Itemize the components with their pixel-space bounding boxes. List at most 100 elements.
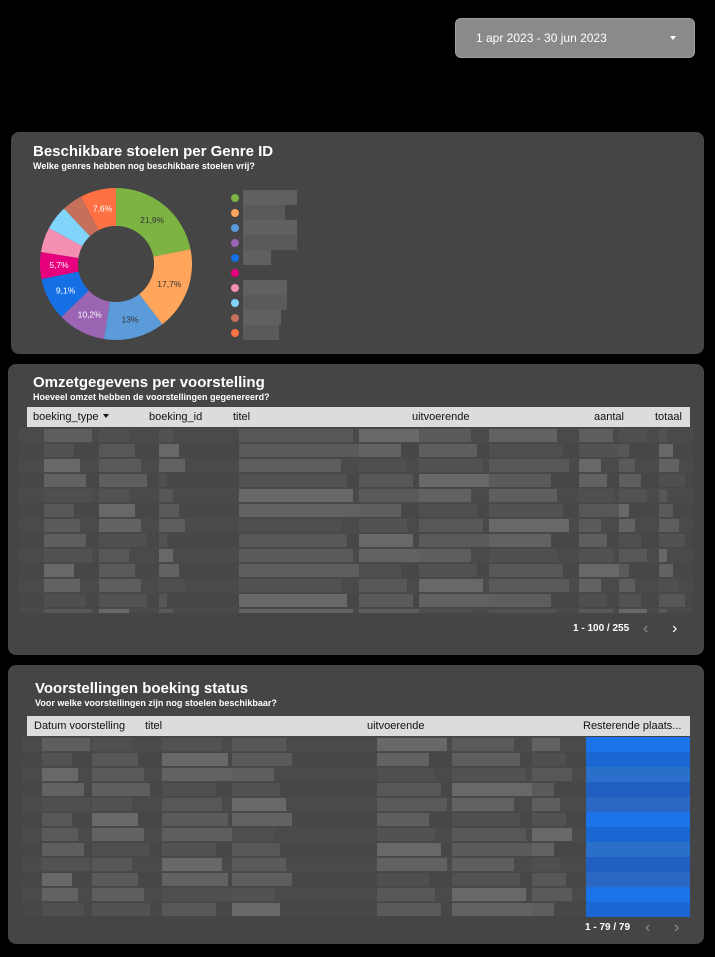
cell-redacted — [489, 594, 551, 607]
cell-redacted — [489, 549, 557, 562]
legend-item[interactable] — [231, 220, 311, 235]
donut-slice[interactable] — [61, 290, 110, 340]
cell-redacted — [532, 798, 560, 811]
cell-redacted — [159, 474, 167, 487]
column-header-titel[interactable]: titel — [233, 411, 251, 423]
cell-redacted — [419, 549, 471, 562]
table-row[interactable] — [22, 737, 690, 752]
table-row[interactable] — [22, 887, 690, 902]
column-header-boeking-type[interactable]: boeking_type — [33, 411, 110, 423]
table-row[interactable] — [22, 872, 690, 887]
cell-redacted — [99, 564, 135, 577]
chevron-left-icon[interactable]: ‹ — [645, 919, 651, 936]
cell-redacted — [619, 504, 629, 517]
cell-redacted — [489, 504, 563, 517]
table-row[interactable] — [22, 767, 690, 782]
legend-item[interactable] — [231, 295, 311, 310]
table-row[interactable] — [22, 902, 690, 917]
cell-redacted — [659, 594, 685, 607]
table-header: boeking_type boeking_id titel uitvoerend… — [27, 407, 690, 427]
cell-redacted — [239, 579, 341, 592]
chevron-right-icon[interactable]: › — [672, 620, 678, 637]
table-row[interactable] — [19, 488, 693, 503]
table-row[interactable] — [19, 428, 693, 443]
date-range-picker[interactable]: 1 apr 2023 - 30 jun 2023 — [455, 18, 695, 58]
table-row[interactable] — [22, 842, 690, 857]
table-row[interactable] — [19, 593, 693, 608]
table-row[interactable] — [19, 458, 693, 473]
legend-label-redacted — [243, 205, 285, 220]
cell-redacted — [377, 843, 441, 856]
column-header-aantal[interactable]: aantal — [594, 411, 624, 423]
cell-redacted — [159, 429, 173, 442]
table-row[interactable] — [19, 608, 693, 613]
cell-redacted — [162, 903, 216, 916]
legend-item[interactable] — [231, 310, 311, 325]
cell-redacted — [377, 828, 435, 841]
table-row[interactable] — [19, 578, 693, 593]
table-row[interactable] — [22, 812, 690, 827]
table-row[interactable] — [19, 473, 693, 488]
legend-item[interactable] — [231, 280, 311, 295]
cell-redacted — [162, 768, 234, 781]
donut-slice[interactable] — [40, 252, 79, 280]
cell-redacted — [659, 564, 673, 577]
table-row[interactable] — [22, 857, 690, 872]
column-header-datum-voorstelling[interactable]: Datum voorstelling — [34, 720, 126, 732]
column-header-titel[interactable]: titel — [145, 720, 163, 732]
table-row[interactable] — [19, 533, 693, 548]
cell-redacted — [619, 429, 647, 442]
cell-redacted — [659, 459, 679, 472]
cell-redacted — [99, 444, 135, 457]
genre-donut-chart[interactable]: 21,9% 17,7% 13% 10,2% 9,1% 5,7% 7,6% — [39, 184, 229, 354]
column-header-boeking-id[interactable]: boeking_id — [149, 411, 203, 423]
cell-redacted — [532, 768, 572, 781]
cell-redacted — [92, 813, 138, 826]
table-row[interactable] — [19, 443, 693, 458]
date-range-label: 1 apr 2023 - 30 jun 2023 — [476, 31, 607, 45]
remaining-seats-bar — [586, 767, 690, 782]
column-header-uitvoerende[interactable]: uitvoerende — [412, 411, 470, 423]
donut-slice[interactable] — [41, 271, 89, 317]
donut-slice[interactable] — [64, 196, 99, 237]
donut-slice[interactable] — [103, 294, 163, 340]
card-subtitle: Voor welke voorstellingen zijn nog stoel… — [35, 698, 277, 708]
column-header-resterende-plaatsen[interactable]: Resterende plaats... — [583, 720, 682, 732]
legend-item[interactable] — [231, 325, 311, 340]
legend-label-redacted — [243, 325, 279, 340]
cell-redacted — [239, 564, 359, 577]
cell-redacted — [92, 903, 150, 916]
chevron-left-icon[interactable]: ‹ — [643, 620, 649, 637]
legend-item[interactable] — [231, 235, 311, 250]
cell-redacted — [44, 474, 86, 487]
cell-redacted — [159, 459, 185, 472]
legend-item[interactable] — [231, 205, 311, 220]
table-header: Datum voorstelling titel uitvoerende Res… — [27, 716, 690, 736]
table-row[interactable] — [22, 782, 690, 797]
donut-slice[interactable] — [40, 228, 83, 259]
donut-slice[interactable] — [116, 188, 191, 257]
donut-slice[interactable] — [48, 208, 91, 247]
cell-redacted — [99, 609, 129, 613]
cell-redacted — [659, 579, 679, 592]
remaining-seats-bar — [586, 857, 690, 872]
legend-item[interactable] — [231, 265, 311, 280]
cell-redacted — [159, 444, 179, 457]
column-header-uitvoerende[interactable]: uitvoerende — [367, 720, 425, 732]
table-row[interactable] — [19, 563, 693, 578]
column-header-totaal[interactable]: totaal — [655, 411, 682, 423]
legend-item[interactable] — [231, 250, 311, 265]
cell-redacted — [92, 738, 132, 751]
table-row[interactable] — [22, 752, 690, 767]
chevron-right-icon[interactable]: › — [674, 919, 680, 936]
cell-redacted — [619, 519, 635, 532]
donut-slice[interactable] — [81, 188, 116, 231]
table-row[interactable] — [19, 503, 693, 518]
donut-slice[interactable] — [139, 249, 193, 325]
table-row[interactable] — [22, 827, 690, 842]
legend-item[interactable] — [231, 190, 311, 205]
cell-redacted — [489, 474, 551, 487]
table-row[interactable] — [22, 797, 690, 812]
table-row[interactable] — [19, 518, 693, 533]
table-row[interactable] — [19, 548, 693, 563]
